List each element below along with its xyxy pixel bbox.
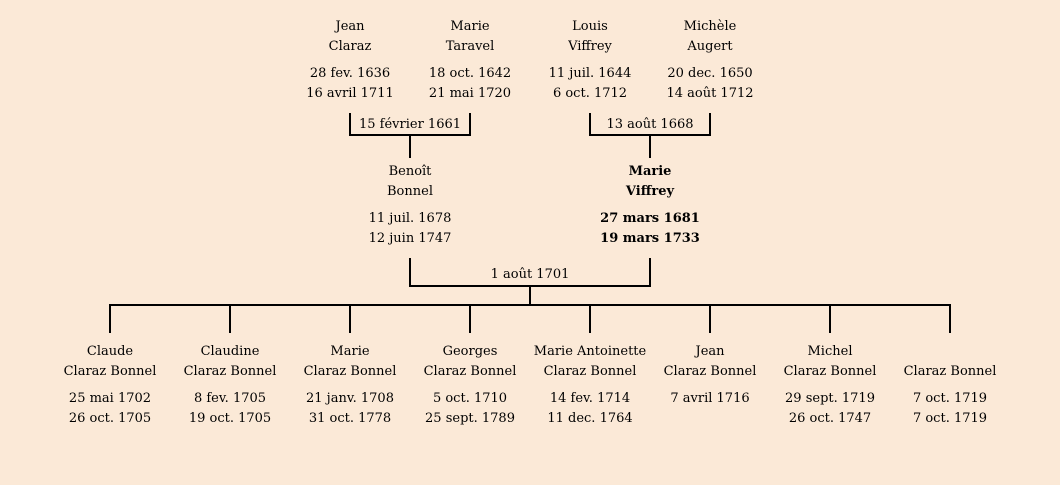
grandparent-3-last-name: Augert — [687, 39, 733, 54]
child-3-last-name: Claraz Bonnel — [423, 364, 517, 379]
parent-1-death-date: 19 mars 1733 — [600, 231, 700, 246]
grandparent-3-first-name: Michèle — [683, 19, 737, 34]
child-5-last-name: Claraz Bonnel — [663, 364, 757, 379]
child-5-first-name: Jean — [695, 344, 725, 359]
child-4-first-name: Marie Antoinette — [533, 344, 647, 359]
child-2-last-name: Claraz Bonnel — [303, 364, 397, 379]
grandparent-3-death-date: 14 août 1712 — [666, 86, 754, 101]
child-1-death-date: 19 oct. 1705 — [188, 411, 272, 426]
child-2-first-name: Marie — [330, 344, 370, 359]
grandparent-2-birth-date: 11 juil. 1644 — [548, 66, 632, 81]
grandparent-0-first-name: Jean — [335, 19, 365, 34]
parent-1: Marie Viffrey 27 mars 1681 19 mars 1733 — [575, 162, 725, 249]
parent-1-birth-date: 27 mars 1681 — [600, 211, 700, 226]
child-3-first-name: Georges — [442, 344, 498, 359]
child-3: Georges Claraz Bonnel 5 oct. 1710 25 sept. … — [395, 342, 545, 429]
parent-0-birth-date: 11 juil. 1678 — [368, 211, 452, 226]
grandparent-union-0-date: 15 février 1661 — [358, 117, 462, 132]
grandparent-2-first-name: Louis — [572, 19, 608, 34]
child-6-birth-date: 29 sept. 1719 — [785, 391, 875, 406]
grandparent-2-death-date: 6 oct. 1712 — [552, 86, 628, 101]
child-7-death-date: 7 oct. 1719 — [912, 411, 988, 426]
child-7-first-name — [875, 342, 1025, 362]
child-4-last-name: Claraz Bonnel — [543, 364, 637, 379]
child-4-birth-date: 14 fev. 1714 — [549, 391, 631, 406]
child-6: Michel Claraz Bonnel 29 sept. 1719 26 oct. … — [755, 342, 905, 429]
parent-0: Benoît Bonnel 11 juil. 1678 12 juin 1747 — [335, 162, 485, 249]
child-1-last-name: Claraz Bonnel — [183, 364, 277, 379]
child-2-birth-date: 21 janv. 1708 — [306, 391, 394, 406]
grandparent-0: Jean Claraz 28 fev. 1636 16 avril 1711 — [275, 17, 425, 104]
grandparent-0-last-name: Claraz — [328, 39, 372, 54]
parent-1-first-name: Marie — [628, 164, 672, 179]
parent-0-death-date: 12 juin 1747 — [368, 231, 452, 246]
grandparent-union-1-date: 13 août 1668 — [606, 117, 694, 132]
child-5-birth-date: 7 avril 1716 — [670, 391, 750, 406]
child-4-death-date: 11 dec. 1764 — [547, 411, 633, 426]
grandparent-1-birth-date: 18 oct. 1642 — [428, 66, 512, 81]
child-7-last-name: Claraz Bonnel — [903, 364, 997, 379]
grandparent-2: Louis Viffrey 11 juil. 1644 6 oct. 1712 — [515, 17, 665, 104]
child-1: Claudine Claraz Bonnel 8 fev. 1705 19 oct. … — [155, 342, 305, 429]
child-2: Marie Claraz Bonnel 21 janv. 1708 31 oct. 1… — [275, 342, 425, 429]
grandparent-2-last-name: Viffrey — [568, 39, 612, 54]
grandparent-0-birth-date: 28 fev. 1636 — [309, 66, 391, 81]
grandparent-0-death-date: 16 avril 1711 — [306, 86, 394, 101]
child-6-first-name: Michel — [807, 344, 853, 359]
child-2-death-date: 31 oct. 1778 — [308, 411, 392, 426]
child-7-birth-date: 7 oct. 1719 — [912, 391, 988, 406]
child-1-birth-date: 8 fev. 1705 — [193, 391, 267, 406]
grandparent-1: Marie Taravel 18 oct. 1642 21 mai 1720 — [395, 17, 545, 104]
parent-union-date: 1 août 1701 — [490, 267, 570, 282]
child-3-birth-date: 5 oct. 1710 — [432, 391, 508, 406]
grandparent-1-first-name: Marie — [450, 19, 490, 34]
child-4: Marie Antoinette Claraz Bonnel 14 fev. 171… — [515, 342, 665, 429]
grandparent-1-death-date: 21 mai 1720 — [428, 86, 512, 101]
child-0-last-name: Claraz Bonnel — [63, 364, 157, 379]
child-0-first-name: Claude — [86, 344, 134, 359]
child-0-birth-date: 25 mai 1702 — [68, 391, 152, 406]
child-7: Claraz Bonnel 7 oct. 1719 7 oct. 1719 — [875, 342, 1025, 429]
child-5: Jean Claraz Bonnel 7 avril 1716 — [635, 342, 785, 429]
grandparent-3: Michèle Augert 20 dec. 1650 14 août 1712 — [635, 17, 785, 104]
parent-0-last-name: Bonnel — [387, 184, 433, 199]
child-0: Claude Claraz Bonnel 25 mai 1702 26 oct. 17… — [35, 342, 185, 429]
grandparent-3-birth-date: 20 dec. 1650 — [667, 66, 753, 81]
child-6-last-name: Claraz Bonnel — [783, 364, 877, 379]
parent-0-first-name: Benoît — [388, 164, 432, 179]
child-6-death-date: 26 oct. 1747 — [788, 411, 872, 426]
child-3-death-date: 25 sept. 1789 — [425, 411, 515, 426]
parent-1-last-name: Viffrey — [625, 184, 675, 199]
grandparent-1-last-name: Taravel — [445, 39, 495, 54]
child-1-first-name: Claudine — [200, 344, 260, 359]
child-0-death-date: 26 oct. 1705 — [68, 411, 152, 426]
